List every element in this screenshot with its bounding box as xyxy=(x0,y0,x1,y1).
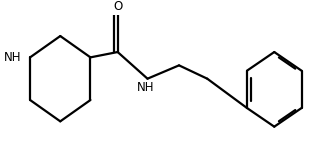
Text: O: O xyxy=(113,0,122,13)
Text: NH: NH xyxy=(137,81,155,94)
Text: NH: NH xyxy=(4,51,22,64)
